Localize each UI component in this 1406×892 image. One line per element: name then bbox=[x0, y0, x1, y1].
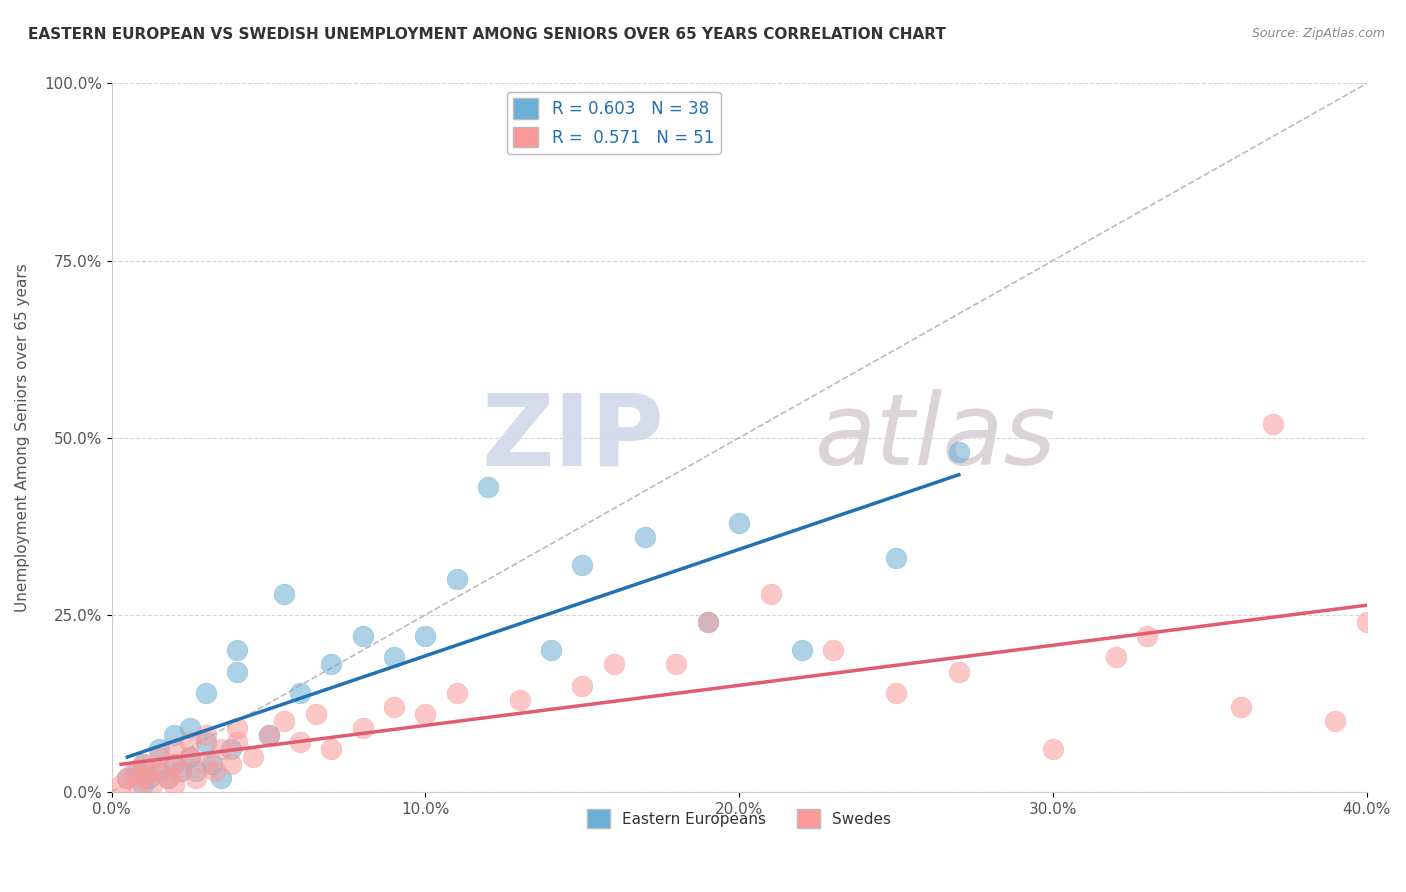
Point bbox=[948, 445, 970, 459]
Point bbox=[540, 643, 562, 657]
Point bbox=[194, 756, 217, 771]
Point bbox=[948, 665, 970, 679]
Point bbox=[163, 742, 186, 756]
Legend: Eastern Europeans, Swedes: Eastern Europeans, Swedes bbox=[581, 803, 897, 834]
Point bbox=[1105, 650, 1128, 665]
Point bbox=[132, 756, 155, 771]
Point bbox=[352, 721, 374, 735]
Point bbox=[148, 764, 170, 778]
Point bbox=[273, 714, 295, 728]
Point bbox=[884, 686, 907, 700]
Point bbox=[204, 764, 226, 778]
Point bbox=[148, 764, 170, 778]
Point bbox=[209, 742, 232, 756]
Point bbox=[571, 679, 593, 693]
Point bbox=[759, 586, 782, 600]
Point bbox=[257, 728, 280, 742]
Point bbox=[226, 735, 249, 749]
Point bbox=[273, 586, 295, 600]
Point bbox=[509, 693, 531, 707]
Point bbox=[446, 686, 468, 700]
Point bbox=[304, 706, 326, 721]
Point bbox=[665, 657, 688, 672]
Point bbox=[477, 480, 499, 494]
Point bbox=[117, 771, 139, 785]
Point bbox=[179, 721, 201, 735]
Point bbox=[157, 771, 180, 785]
Point bbox=[288, 735, 311, 749]
Point bbox=[148, 749, 170, 764]
Point bbox=[226, 643, 249, 657]
Point bbox=[415, 706, 437, 721]
Point bbox=[728, 516, 751, 530]
Point bbox=[132, 778, 155, 792]
Point bbox=[352, 629, 374, 643]
Point bbox=[148, 742, 170, 756]
Point bbox=[169, 764, 191, 778]
Point bbox=[257, 728, 280, 742]
Point bbox=[125, 778, 148, 792]
Point bbox=[382, 700, 405, 714]
Point bbox=[163, 728, 186, 742]
Point bbox=[1230, 700, 1253, 714]
Text: EASTERN EUROPEAN VS SWEDISH UNEMPLOYMENT AMONG SENIORS OVER 65 YEARS CORRELATION: EASTERN EUROPEAN VS SWEDISH UNEMPLOYMENT… bbox=[28, 27, 946, 42]
Point bbox=[602, 657, 624, 672]
Point bbox=[884, 551, 907, 566]
Point bbox=[138, 771, 160, 785]
Point bbox=[415, 629, 437, 643]
Point bbox=[1324, 714, 1347, 728]
Point bbox=[226, 665, 249, 679]
Text: atlas: atlas bbox=[814, 389, 1056, 486]
Point bbox=[209, 771, 232, 785]
Point bbox=[446, 573, 468, 587]
Point bbox=[1136, 629, 1159, 643]
Point bbox=[186, 764, 208, 778]
Point bbox=[288, 686, 311, 700]
Point bbox=[226, 721, 249, 735]
Point bbox=[117, 771, 139, 785]
Point bbox=[179, 735, 201, 749]
Point bbox=[790, 643, 813, 657]
Point bbox=[163, 778, 186, 792]
Point bbox=[169, 764, 191, 778]
Point bbox=[1355, 615, 1378, 629]
Point bbox=[696, 615, 718, 629]
Point bbox=[157, 771, 180, 785]
Point bbox=[696, 615, 718, 629]
Point bbox=[1042, 742, 1064, 756]
Point bbox=[132, 771, 155, 785]
Point bbox=[823, 643, 845, 657]
Point bbox=[141, 778, 163, 792]
Point bbox=[571, 558, 593, 573]
Point bbox=[179, 749, 201, 764]
Point bbox=[138, 764, 160, 778]
Point bbox=[110, 778, 132, 792]
Point bbox=[132, 756, 155, 771]
Point bbox=[122, 764, 145, 778]
Point bbox=[219, 756, 242, 771]
Point bbox=[163, 756, 186, 771]
Point bbox=[321, 742, 343, 756]
Point bbox=[179, 749, 201, 764]
Point bbox=[194, 728, 217, 742]
Point bbox=[125, 764, 148, 778]
Point bbox=[163, 756, 186, 771]
Point bbox=[186, 771, 208, 785]
Point bbox=[634, 530, 657, 544]
Point bbox=[219, 742, 242, 756]
Y-axis label: Unemployment Among Seniors over 65 years: Unemployment Among Seniors over 65 years bbox=[15, 263, 30, 612]
Point bbox=[194, 735, 217, 749]
Point bbox=[242, 749, 264, 764]
Point bbox=[201, 756, 224, 771]
Point bbox=[321, 657, 343, 672]
Text: ZIP: ZIP bbox=[481, 389, 664, 486]
Point bbox=[382, 650, 405, 665]
Point bbox=[1261, 417, 1284, 431]
Point bbox=[194, 686, 217, 700]
Text: Source: ZipAtlas.com: Source: ZipAtlas.com bbox=[1251, 27, 1385, 40]
